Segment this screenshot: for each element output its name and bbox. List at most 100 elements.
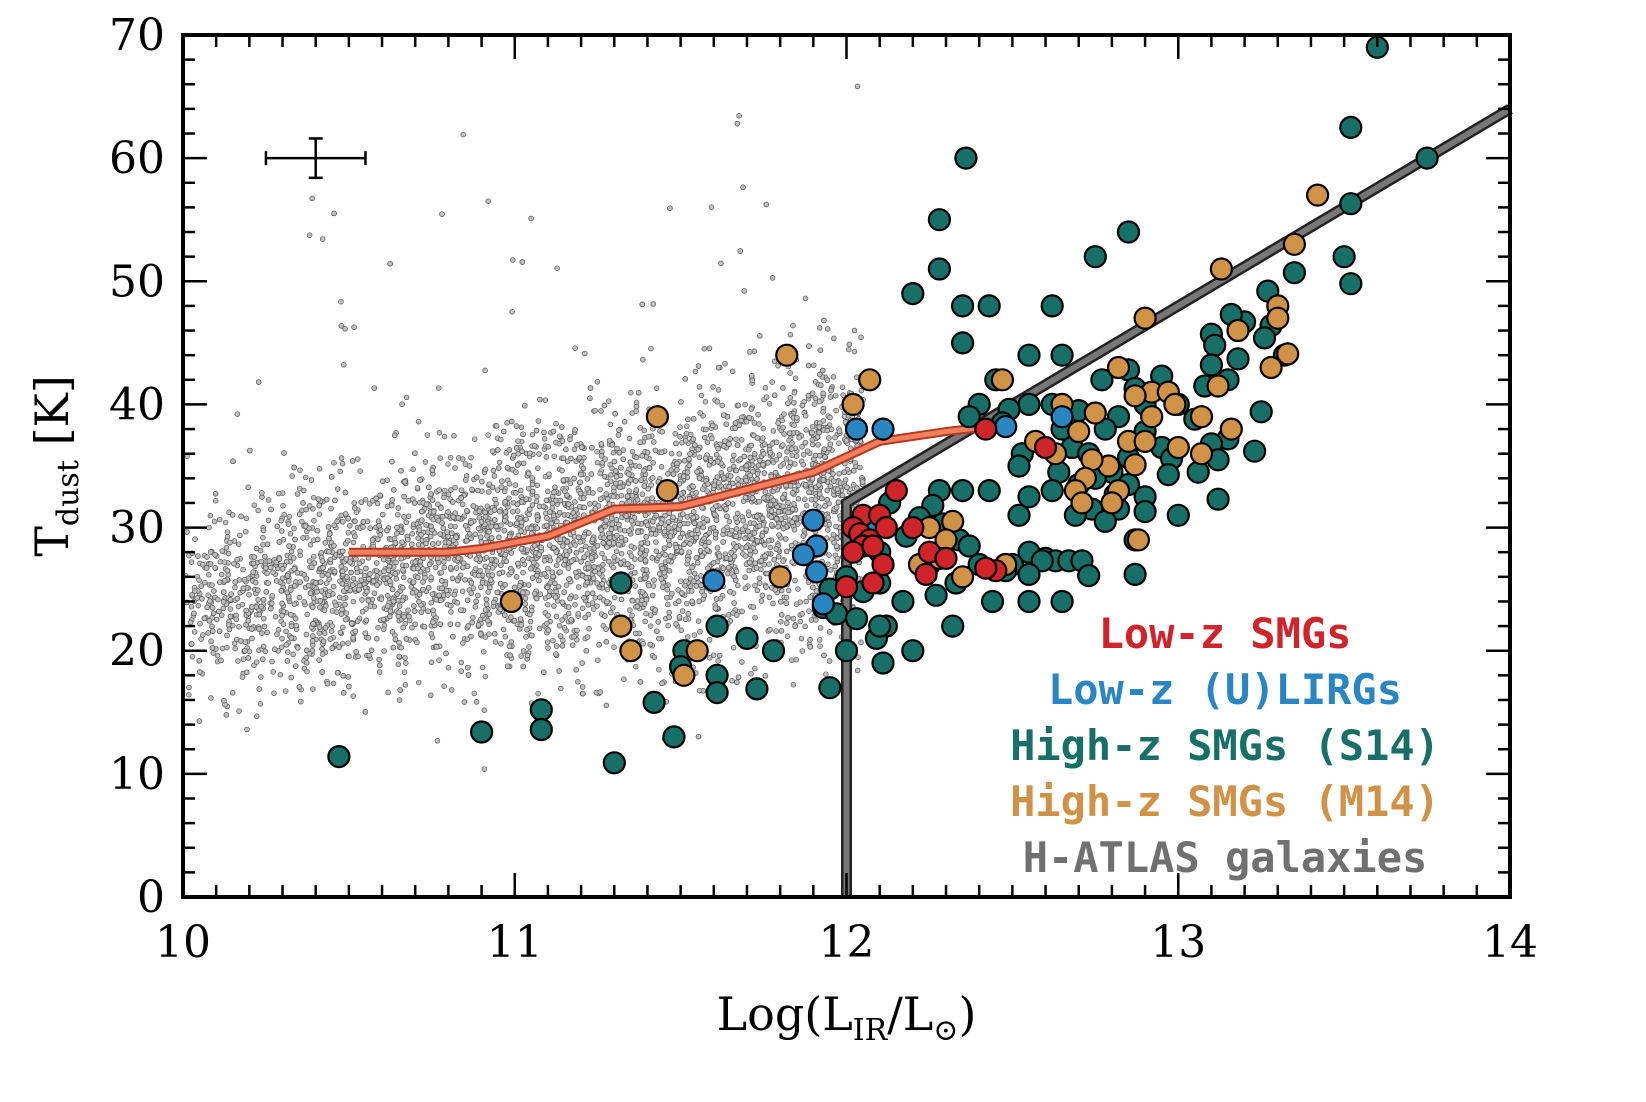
- hatlas-galaxy-point: [232, 645, 238, 652]
- hatlas-galaxy-point: [613, 517, 620, 523]
- hatlas-galaxy-point: [678, 496, 684, 503]
- hatlas-galaxy-point: [685, 634, 691, 640]
- hatlas-galaxy-point: [733, 526, 740, 532]
- hatlas-galaxy-point: [374, 636, 380, 642]
- hatlas-galaxy-point: [437, 455, 443, 461]
- hatlas-galaxy-point: [207, 512, 214, 519]
- hatlas-galaxy-point: [234, 411, 241, 417]
- hatlas-galaxy-point: [220, 599, 227, 605]
- hatlas-galaxy-point: [589, 536, 596, 543]
- hatlas-galaxy-point: [471, 436, 478, 442]
- hatlas-galaxy-point: [223, 712, 230, 718]
- hatlas-galaxy-point: [483, 554, 490, 561]
- hatlas-galaxy-point: [612, 411, 618, 417]
- hatlas-galaxy-point: [594, 542, 601, 549]
- hatlas-galaxy-point: [376, 669, 383, 675]
- hatlas-galaxy-point: [570, 510, 576, 516]
- hatlas-galaxy-point: [527, 618, 534, 625]
- hatlas-galaxy-point: [776, 452, 783, 458]
- hatlas-galaxy-point: [800, 451, 807, 458]
- hatlas-galaxy-point: [704, 439, 711, 446]
- hatlas-galaxy-point: [644, 449, 651, 456]
- hatlas-galaxy-point: [373, 495, 379, 502]
- hatlas-galaxy-point: [246, 592, 252, 598]
- hatlas-galaxy-point: [501, 527, 508, 534]
- hatlas-galaxy-point: [545, 444, 552, 450]
- hatlas-galaxy-point: [559, 424, 565, 430]
- hatlas-galaxy-point: [710, 422, 716, 429]
- hatlas-galaxy-point: [227, 613, 234, 620]
- hatlas-galaxy-point: [535, 465, 541, 471]
- hatlas-galaxy-point: [767, 501, 774, 508]
- hatlas-galaxy-point: [784, 620, 790, 626]
- hatlas-galaxy-point: [791, 399, 797, 406]
- hatlas-galaxy-point: [447, 565, 454, 571]
- hatlas-galaxy-point: [225, 622, 232, 628]
- hatlas-galaxy-point: [367, 525, 373, 531]
- hatlas-galaxy-point: [274, 631, 280, 637]
- hatlas-galaxy-point: [587, 395, 593, 402]
- hatlas-galaxy-point: [527, 565, 534, 572]
- hatlas-galaxy-point: [216, 516, 223, 523]
- hatlas-galaxy-point: [498, 436, 504, 443]
- hatlas-galaxy-point: [345, 537, 351, 544]
- hatlas-galaxy-point: [371, 590, 378, 597]
- hatlas-galaxy-point: [445, 491, 452, 498]
- hatlas-galaxy-point: [800, 461, 806, 468]
- hatlas-galaxy-point: [534, 493, 540, 500]
- hatlas-galaxy-point: [655, 619, 661, 625]
- hatlas-galaxy-point: [200, 632, 206, 638]
- hatlas-galaxy-point: [468, 580, 475, 586]
- hatlas-galaxy-point: [677, 424, 683, 430]
- hatlas-galaxy-point: [255, 596, 261, 603]
- hatlas-galaxy-point: [821, 317, 827, 324]
- hatlas-galaxy-point: [353, 556, 359, 562]
- hatlas-galaxy-point: [426, 484, 432, 491]
- hatlas-galaxy-point: [249, 604, 255, 610]
- hatlas-galaxy-point: [385, 593, 391, 599]
- hatlas-galaxy-point: [292, 536, 298, 543]
- hatlas-galaxy-point: [321, 607, 328, 614]
- hatlas-galaxy-point: [280, 621, 287, 627]
- hatlas-galaxy-point: [768, 514, 775, 520]
- hatlas-galaxy-point: [529, 502, 536, 508]
- hatlas-galaxy-point: [495, 465, 502, 471]
- hatlas-galaxy-point: [750, 468, 756, 475]
- hatlas-galaxy-point: [716, 652, 723, 659]
- hatlas-galaxy-point: [253, 659, 260, 665]
- hatlas-galaxy-point: [689, 598, 695, 605]
- hatlas-galaxy-point: [757, 333, 763, 339]
- hatlas-galaxy-point: [330, 583, 337, 590]
- hatlas-galaxy-point: [299, 518, 305, 525]
- hatlas-galaxy-point: [338, 563, 345, 570]
- hatlas-galaxy-point: [718, 260, 724, 267]
- hatlas-galaxy-point: [400, 624, 406, 631]
- hatlas-galaxy-point: [730, 457, 736, 464]
- hatlas-galaxy-point: [802, 295, 809, 302]
- hatlas-galaxy-point: [846, 341, 853, 348]
- hatlas-galaxy-point: [211, 588, 217, 594]
- hatlas-galaxy-point: [420, 586, 426, 593]
- hatlas-galaxy-point: [352, 628, 359, 635]
- hatlas-galaxy-point: [843, 437, 850, 444]
- hatlas-galaxy-point: [679, 530, 686, 537]
- hatlas-galaxy-point: [615, 432, 622, 438]
- hatlas-galaxy-point: [685, 416, 691, 423]
- hatlas-galaxy-point: [712, 605, 719, 611]
- hatlas-galaxy-point: [775, 509, 782, 515]
- hatlas-galaxy-point: [594, 580, 600, 586]
- hatlas-galaxy-point: [428, 491, 434, 497]
- hatlas-galaxy-point: [292, 663, 299, 669]
- hatlas-galaxy-point: [755, 411, 761, 418]
- hatlas-galaxy-point: [387, 260, 393, 267]
- hatlas-galaxy-point: [702, 398, 709, 405]
- hatlas-galaxy-point: [741, 453, 747, 460]
- hatlas-galaxy-point: [395, 661, 402, 668]
- hatlas-galaxy-point: [626, 488, 632, 494]
- hatlas-galaxy-point: [396, 697, 403, 703]
- hatlas-galaxy-point: [828, 426, 835, 433]
- hatlas-galaxy-point: [550, 637, 556, 644]
- hatlas-galaxy-point: [578, 547, 585, 553]
- hatlas-galaxy-point: [768, 508, 775, 514]
- hatlas-galaxy-point: [278, 517, 284, 524]
